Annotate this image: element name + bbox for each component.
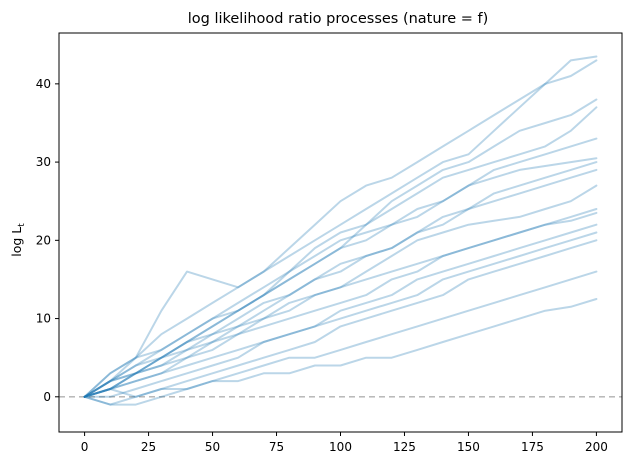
x-tick-label: 100 bbox=[329, 440, 352, 454]
series-line-13 bbox=[83, 231, 598, 398]
series-line-4 bbox=[83, 106, 598, 398]
x-tick-label: 150 bbox=[457, 440, 480, 454]
y-tick-label: 10 bbox=[36, 312, 51, 326]
y-tick-label: 0 bbox=[43, 390, 51, 404]
series-line-11 bbox=[83, 211, 598, 398]
x-tick-label: 25 bbox=[141, 440, 156, 454]
series-line-15 bbox=[83, 270, 598, 406]
x-tick-label: 200 bbox=[585, 440, 608, 454]
y-axis-label-main: log L bbox=[9, 227, 24, 257]
series-line-10 bbox=[83, 208, 598, 398]
series-line-16 bbox=[83, 298, 598, 398]
series-line-6 bbox=[83, 157, 598, 398]
y-tick-label: 40 bbox=[36, 77, 51, 91]
x-axis: 0 25 50 75 100 125 150 175 200 bbox=[81, 432, 608, 454]
x-tick-label: 175 bbox=[521, 440, 544, 454]
x-tick-label: 125 bbox=[393, 440, 416, 454]
series-line-14 bbox=[83, 239, 598, 406]
series-line-9 bbox=[83, 184, 598, 398]
plot-area bbox=[59, 55, 622, 406]
series-line-12 bbox=[83, 223, 598, 398]
y-tick-label: 20 bbox=[36, 233, 51, 247]
series-line-1 bbox=[83, 55, 598, 398]
y-tick-label: 30 bbox=[36, 155, 51, 169]
y-axis-label: log Lt bbox=[9, 223, 27, 257]
series-line-3 bbox=[83, 98, 598, 398]
series-line-2 bbox=[83, 59, 598, 398]
y-axis-label-subscript: t bbox=[17, 223, 27, 227]
chart-title: log likelihood ratio processes (nature =… bbox=[188, 11, 489, 27]
x-tick-label: 0 bbox=[81, 440, 89, 454]
series-line-7 bbox=[83, 161, 598, 398]
series-line-8 bbox=[83, 168, 598, 398]
x-tick-label: 75 bbox=[269, 440, 284, 454]
x-tick-label: 50 bbox=[205, 440, 220, 454]
y-axis: 0 10 20 30 40 bbox=[36, 77, 59, 404]
axes-frame bbox=[58, 32, 623, 433]
series-line-5 bbox=[83, 137, 598, 398]
